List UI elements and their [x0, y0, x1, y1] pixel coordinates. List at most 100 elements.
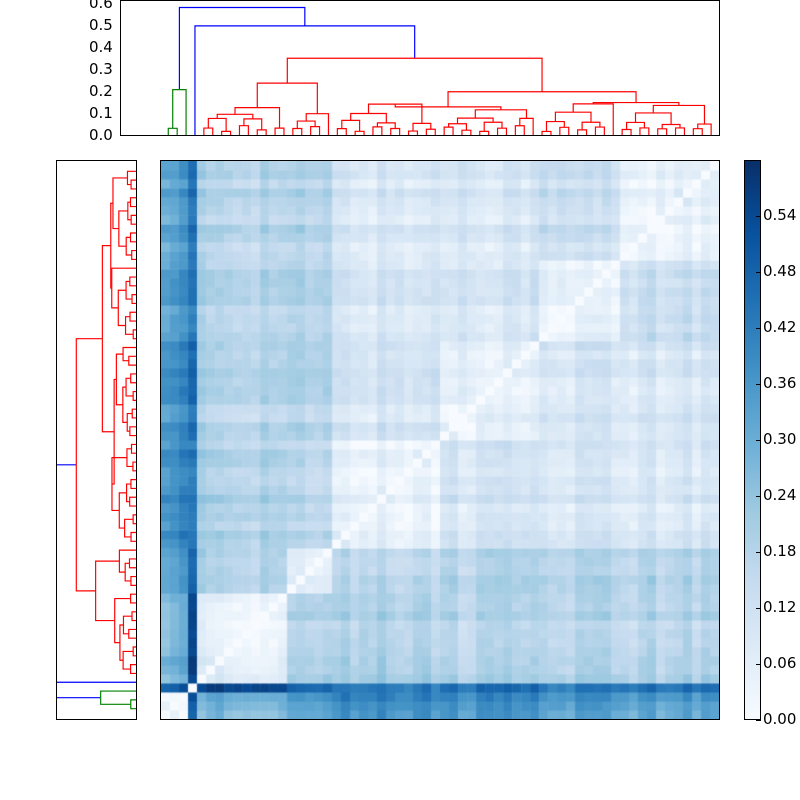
dendrogram-link [112, 177, 128, 230]
dendrogram-link [57, 697, 101, 699]
heatmap-matrix [160, 160, 720, 720]
dendrogram-link [514, 125, 525, 135]
dendrogram-link [243, 118, 263, 130]
dendrogram-link [447, 91, 637, 107]
dendrogram-link [117, 289, 127, 327]
dendrogram-link [479, 130, 490, 135]
top-dendrogram: 0.0 0.1 0.2 0.3 0.4 0.5 0.6 [0, 0, 730, 144]
dendrogram-link [657, 128, 668, 135]
colorbar-tick-mark [756, 216, 761, 217]
dendrogram-y-tick-label: 0.0 [89, 126, 113, 144]
dendrogram-link [203, 127, 214, 135]
dendrogram-link [234, 107, 281, 129]
dendrogram-link [296, 120, 316, 129]
dendrogram-link [461, 129, 472, 135]
dendrogram-link [129, 232, 136, 243]
dendrogram-link [129, 197, 136, 208]
dendrogram-link [448, 123, 467, 131]
dendrogram-link [541, 130, 552, 135]
dendrogram-link [545, 120, 565, 132]
dendrogram-link [129, 276, 136, 287]
dendrogram-link [131, 250, 136, 260]
colorbar-tick-label: 0.00 [763, 710, 797, 728]
dendrogram-link [178, 6, 306, 90]
dendrogram-link [274, 127, 285, 135]
colorbar-tick-label: 0.48 [763, 262, 797, 280]
dendrogram-link [100, 690, 136, 705]
dendrogram-link [572, 103, 614, 135]
dendrogram-link [407, 130, 419, 135]
dendrogram-link [124, 562, 131, 582]
dendrogram-link [661, 123, 681, 129]
dendrogram-link [336, 128, 347, 135]
dendrogram-link [167, 127, 178, 135]
dendrogram-link [131, 408, 136, 419]
dendrogram-link [130, 443, 136, 454]
colorbar-tick-label: 0.06 [763, 654, 797, 672]
dendrogram-link [130, 699, 136, 710]
dendrogram-link [111, 378, 117, 485]
dendrogram-link [310, 126, 321, 135]
dendrogram-link [132, 514, 136, 525]
dendrogram-link [126, 170, 136, 186]
dendrogram-link [118, 210, 128, 247]
dendrogram-link [126, 448, 133, 468]
colorbar-tick-label: 0.12 [763, 598, 797, 616]
dendrogram-link [130, 575, 136, 586]
colorbar-tick-label: 0.24 [763, 486, 797, 504]
dendrogram-link [238, 125, 249, 135]
dendrogram-link [425, 128, 436, 135]
dendrogram-link [124, 316, 134, 335]
dendrogram-link [194, 25, 416, 135]
dendrogram-link [129, 664, 136, 675]
dendrogram-y-tick-label: 0.5 [89, 16, 113, 35]
dendrogram-link [172, 89, 187, 135]
colorbar-tick-mark [756, 720, 761, 721]
colorbar-tick-label: 0.18 [763, 542, 797, 560]
dendrogram-link [305, 113, 330, 135]
dendrogram-link [114, 597, 131, 644]
dendrogram-y-tick-label: 0.1 [89, 104, 113, 123]
dendrogram-link [132, 646, 136, 657]
dendrogram-link [367, 103, 423, 124]
dendrogram-link [652, 104, 706, 125]
dendrogram-link [221, 130, 232, 135]
top-dendrogram-plot [120, 0, 720, 136]
dendrogram-link [118, 549, 136, 573]
colorbar-tick-mark [756, 440, 761, 441]
colorbar-tick-label: 0.54 [763, 206, 797, 224]
dendrogram-link [131, 611, 136, 622]
dendrogram-link [122, 650, 134, 670]
dendrogram-link [474, 109, 528, 119]
dendrogram-link [75, 338, 103, 592]
colorbar-tick-label: 0.36 [763, 374, 797, 392]
dendrogram-link [483, 121, 503, 132]
dendrogram-link [594, 126, 605, 135]
dendrogram-link [559, 126, 570, 135]
colorbar-tick-mark [756, 552, 761, 553]
dendrogram-link [126, 412, 133, 432]
dendrogram-link [692, 128, 703, 135]
dendrogram-link [132, 461, 136, 472]
dendrogram-link [256, 129, 267, 135]
dendrogram-link [581, 121, 601, 130]
dendrogram-link [350, 112, 387, 123]
colorbar-tick-mark [756, 496, 761, 497]
dendrogram-link [129, 496, 136, 507]
dendrogram-link [128, 558, 136, 569]
dendrogram-y-tick-label: 0.6 [89, 0, 113, 13]
dendrogram-y-tick-label: 0.3 [89, 60, 113, 79]
dendrogram-link [128, 355, 136, 366]
dendrogram-link [130, 531, 136, 542]
dendrogram-link [128, 628, 136, 639]
left-dendrogram [56, 160, 137, 720]
dendrogram-link [639, 127, 650, 135]
dendrogram-link [519, 117, 534, 135]
dendrogram-link [130, 179, 136, 190]
dendrogram-link [119, 624, 124, 661]
dendrogram-link [125, 280, 133, 300]
dendrogram-link [697, 123, 712, 135]
dendrogram-link [130, 593, 136, 604]
dendrogram-link [216, 113, 254, 119]
dendrogram-link [101, 245, 115, 433]
